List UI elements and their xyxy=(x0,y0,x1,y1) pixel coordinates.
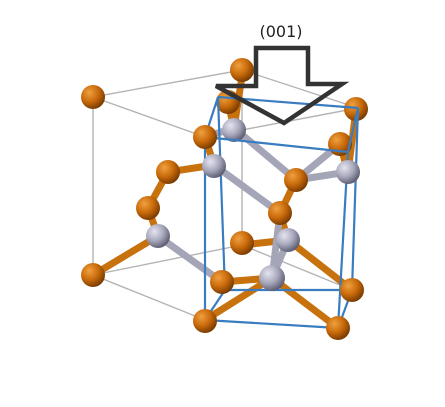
orange-atom xyxy=(210,270,234,294)
orange-atom xyxy=(340,278,364,302)
gray-atom xyxy=(336,160,360,184)
orange-atom xyxy=(81,263,105,287)
gray-atom xyxy=(259,265,285,291)
direction-label: (001) xyxy=(259,22,302,41)
orange-atom xyxy=(326,316,350,340)
down-arrow-icon xyxy=(214,45,350,126)
orange-atom xyxy=(344,97,368,121)
back-atoms xyxy=(81,58,368,287)
gray-bonds xyxy=(154,124,352,286)
orange-atom xyxy=(268,201,292,225)
gray-atom xyxy=(276,228,300,252)
orange-atom xyxy=(230,231,254,255)
orange-atom xyxy=(284,168,308,192)
gray-atom xyxy=(222,118,246,142)
orange-atom xyxy=(81,85,105,109)
orange-atom xyxy=(156,160,180,184)
inner-highlight-cell xyxy=(203,95,360,330)
orange-atom xyxy=(193,125,217,149)
orange-atom xyxy=(230,58,254,82)
gray-atom xyxy=(202,154,226,178)
orange-atom xyxy=(193,309,217,333)
orange-atom xyxy=(136,196,160,220)
front-atoms xyxy=(136,125,364,340)
gray-atom xyxy=(146,224,170,248)
